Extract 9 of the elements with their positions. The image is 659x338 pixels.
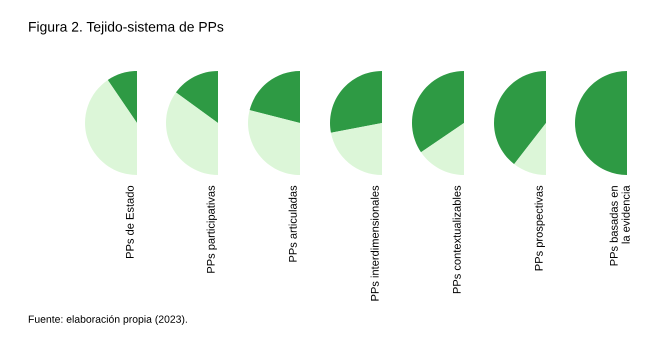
text: PPs articuladas: [288, 186, 297, 262]
chart-title: Figura 2. Tejido-sistema de PPs: [29, 22, 224, 34]
text: PPs interdimensionales: [370, 186, 379, 301]
text: PPs prospectivas: [534, 186, 545, 270]
text: PPs de Estado: [126, 186, 134, 258]
text: PPs contextualizables: [452, 186, 461, 294]
text: PPs participativas: [206, 186, 217, 273]
source-note: Fuente: elaboración propia (2023).: [28, 315, 187, 325]
text: PPs basadas en la evidencia: [610, 185, 630, 266]
